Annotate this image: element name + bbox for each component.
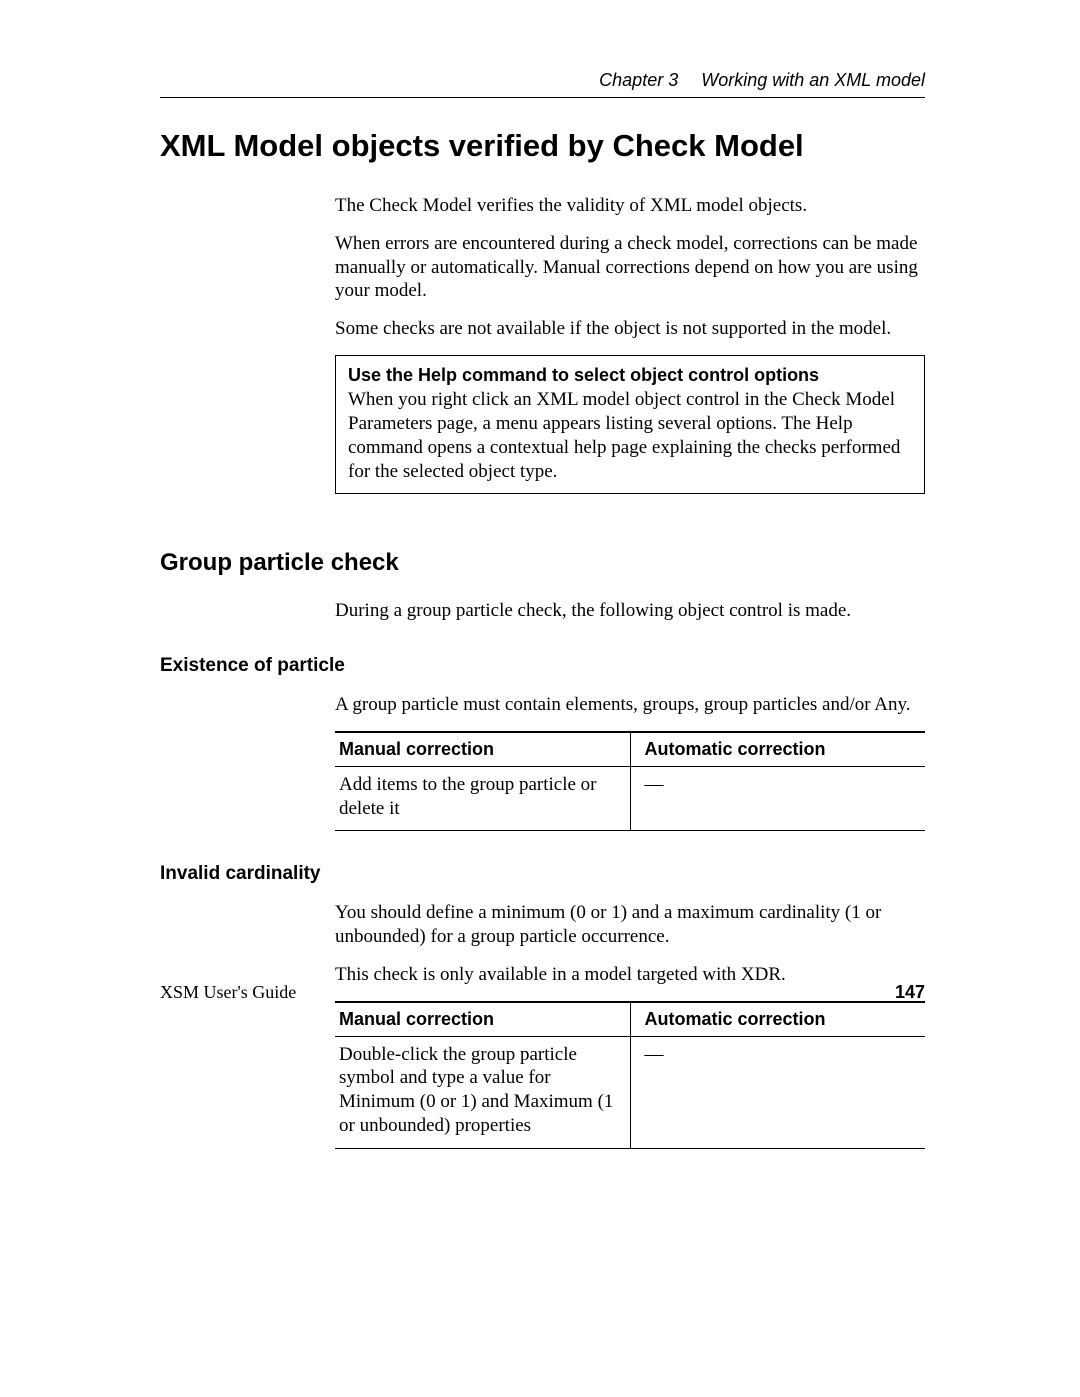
invalid-heading: Invalid cardinality: [160, 863, 925, 885]
invalid-table: Manual correction Automatic correction D…: [335, 1001, 925, 1149]
section-label: Working with an XML model: [701, 70, 925, 90]
note-box: Use the Help command to select object co…: [335, 355, 925, 495]
group-particle-heading: Group particle check: [160, 549, 925, 577]
footer-page-number: 147: [895, 982, 925, 1003]
invalid-p1: You should define a minimum (0 or 1) and…: [335, 901, 925, 949]
running-header: Chapter 3 Working with an XML model: [160, 70, 925, 91]
table-header-row: Manual correction Automatic correction: [335, 732, 925, 767]
existence-text: A group particle must contain elements, …: [335, 693, 925, 717]
page-footer: XSM User's Guide 147: [160, 982, 925, 1003]
note-body: When you right click an XML model object…: [348, 389, 900, 481]
existence-heading: Existence of particle: [160, 655, 925, 677]
col-auto: Automatic correction: [630, 732, 925, 767]
cell-manual: Double-click the group particle symbol a…: [335, 1036, 630, 1148]
intro-block: The Check Model verifies the validity of…: [335, 194, 925, 494]
table-header-row: Manual correction Automatic correction: [335, 1002, 925, 1037]
chapter-label: Chapter 3: [599, 70, 678, 90]
cell-auto: —: [630, 1036, 925, 1148]
group-intro: During a group particle check, the follo…: [335, 599, 925, 623]
note-title: Use the Help command to select object co…: [348, 364, 912, 387]
intro-p2: When errors are encountered during a che…: [335, 232, 925, 303]
page-title: XML Model objects verified by Check Mode…: [160, 128, 925, 164]
existence-block: A group particle must contain elements, …: [335, 693, 925, 831]
col-auto: Automatic correction: [630, 1002, 925, 1037]
intro-p1: The Check Model verifies the validity of…: [335, 194, 925, 218]
table-row: Double-click the group particle symbol a…: [335, 1036, 925, 1148]
existence-table: Manual correction Automatic correction A…: [335, 731, 925, 832]
invalid-block: You should define a minimum (0 or 1) and…: [335, 901, 925, 1148]
cell-manual: Add items to the group particle or delet…: [335, 766, 630, 831]
cell-auto: —: [630, 766, 925, 831]
intro-p3: Some checks are not available if the obj…: [335, 317, 925, 341]
group-intro-block: During a group particle check, the follo…: [335, 599, 925, 623]
table-row: Add items to the group particle or delet…: [335, 766, 925, 831]
col-manual: Manual correction: [335, 1002, 630, 1037]
col-manual: Manual correction: [335, 732, 630, 767]
header-rule: [160, 97, 925, 98]
footer-guide: XSM User's Guide: [160, 982, 296, 1003]
